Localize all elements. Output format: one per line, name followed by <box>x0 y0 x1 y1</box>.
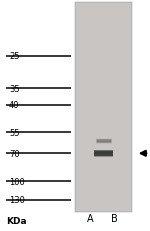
Text: 55: 55 <box>9 128 20 137</box>
Text: 130: 130 <box>9 195 25 204</box>
Text: 35: 35 <box>9 85 20 93</box>
Text: A: A <box>87 213 93 223</box>
Text: 25: 25 <box>9 52 20 61</box>
Bar <box>75 3 132 213</box>
Text: KDa: KDa <box>6 216 27 225</box>
Text: 70: 70 <box>9 149 20 158</box>
Text: 100: 100 <box>9 177 25 186</box>
Text: B: B <box>111 213 117 223</box>
Text: 40: 40 <box>9 101 20 109</box>
